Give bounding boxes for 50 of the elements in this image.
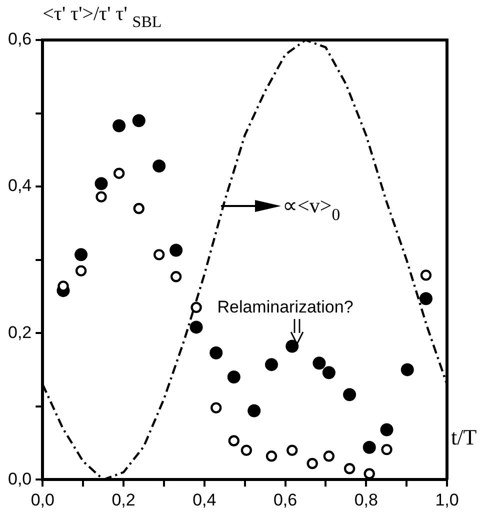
point <box>265 358 278 372</box>
x-tick-label: 1,0 <box>435 490 459 510</box>
point <box>286 340 299 353</box>
point <box>364 468 375 480</box>
x-axis-title: t/T <box>451 424 478 450</box>
point <box>113 168 125 179</box>
point <box>227 370 240 384</box>
point <box>190 320 203 334</box>
point <box>210 346 223 360</box>
y-tick-label: 0,2 <box>8 322 32 342</box>
point <box>400 363 414 376</box>
point <box>312 356 326 370</box>
point <box>419 292 432 306</box>
point <box>381 444 392 456</box>
point <box>380 423 394 436</box>
x-tick-label: 0,6 <box>273 490 298 510</box>
point <box>420 270 432 281</box>
point <box>170 244 183 257</box>
point <box>343 388 356 402</box>
point <box>152 160 166 173</box>
annotation: Relaminarization? <box>217 298 354 317</box>
point <box>306 458 318 470</box>
point <box>94 177 108 190</box>
point <box>190 302 202 314</box>
point <box>133 202 144 214</box>
point <box>210 402 222 414</box>
point <box>322 366 336 380</box>
point <box>112 119 126 132</box>
point <box>248 404 261 418</box>
x-tick-label: 0,0 <box>30 490 54 510</box>
point <box>153 249 165 260</box>
x-tick-label: 0,8 <box>354 490 378 510</box>
point <box>266 450 278 462</box>
point <box>362 440 376 454</box>
point <box>240 444 252 456</box>
x-tick-label: 0,4 <box>192 490 216 510</box>
point <box>74 248 88 262</box>
x-tick-label: 0,2 <box>112 490 136 510</box>
y-tick-label: 0,4 <box>8 176 32 196</box>
y-tick-label: 0,6 <box>8 30 32 49</box>
point <box>323 450 335 462</box>
point <box>75 265 87 276</box>
y-axis-title: <τ' τ'>/τ' τ' SBL <box>42 3 162 31</box>
y-tick-label: 0,0 <box>8 469 32 488</box>
point <box>170 271 182 282</box>
point <box>132 114 146 128</box>
point <box>96 191 107 202</box>
point <box>286 444 298 456</box>
point <box>344 463 356 474</box>
point <box>228 435 240 446</box>
